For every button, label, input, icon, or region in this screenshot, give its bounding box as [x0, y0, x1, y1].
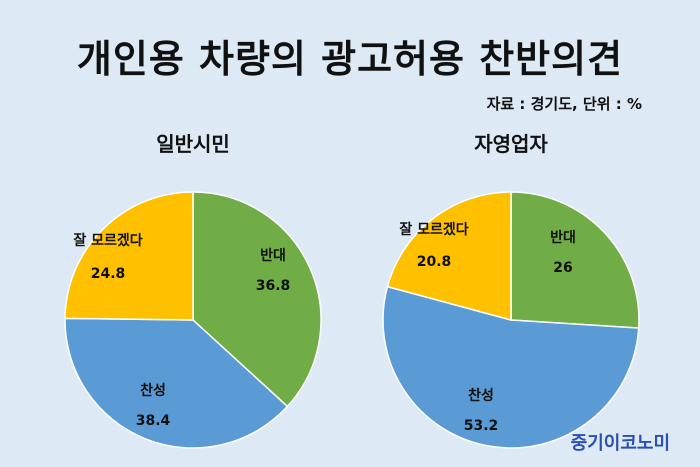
pie-0-value-0: 36.8: [256, 278, 291, 294]
brand-logo: 중기이코노미: [570, 433, 670, 454]
pie-0-value-1: 38.4: [136, 413, 171, 429]
pie-0-label-0: 반대: [260, 247, 286, 264]
pie-1-value-2: 20.8: [417, 254, 452, 270]
page-title: 개인용 차량의 광고허용 찬반의견: [76, 37, 624, 81]
pie-1-label-1: 찬성: [468, 387, 494, 404]
pie-1-label-0: 반대: [550, 229, 576, 246]
pie-0-label-2: 잘 모르겠다: [73, 232, 142, 249]
pie-1-slice-2: [386, 191, 512, 321]
pie-1-label-2: 잘 모르겠다: [399, 221, 468, 238]
pie-0-value-2: 24.8: [91, 266, 126, 282]
pie-1-slice-0: [510, 191, 640, 329]
pie-1-value-1: 53.2: [464, 418, 499, 434]
pie-0-slice-2: [64, 191, 194, 321]
pie-0-label-1: 찬성: [140, 382, 166, 399]
chart-title-self-employed: 자영업자: [474, 132, 548, 156]
source-note: 자료 : 경기도, 단위 : %: [486, 95, 642, 113]
pie-0-slice-1: [64, 317, 289, 449]
pie-1-slice-1: [382, 285, 640, 449]
chart-title-general-public: 일반시민: [156, 132, 230, 156]
pie-0-slice-0: [192, 191, 322, 408]
pie-1-value-0: 26: [553, 260, 572, 276]
